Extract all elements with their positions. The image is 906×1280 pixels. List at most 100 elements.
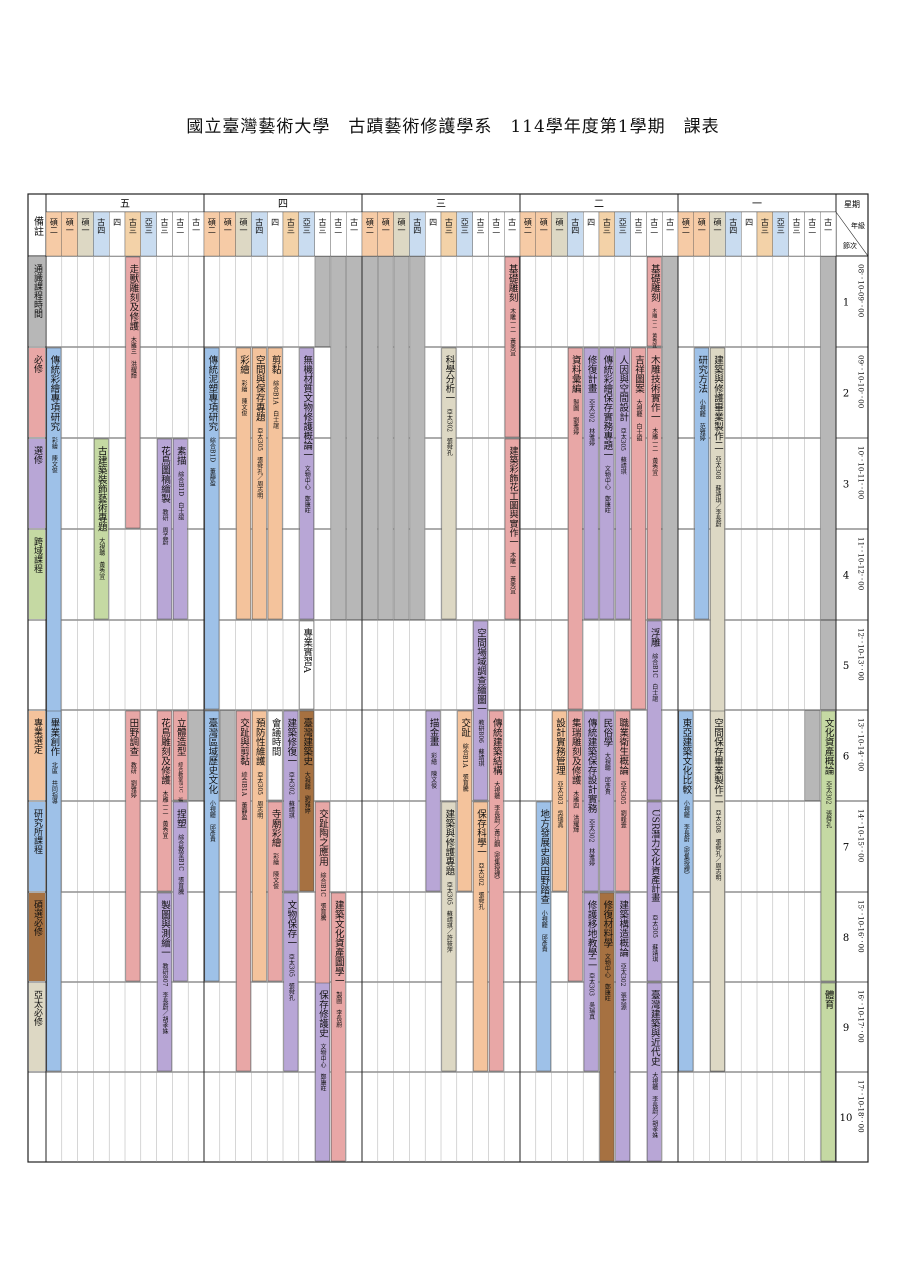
course-block[interactable] (473, 801, 488, 1072)
course-block[interactable] (425, 710, 441, 892)
day-header: 二 (594, 199, 604, 210)
course-block[interactable] (488, 710, 504, 1072)
course-title: 建築文化資產圖學一 (333, 899, 345, 985)
column-header-label: 古一 (824, 217, 833, 234)
course-title: 地方發展史與田野踏查 (538, 808, 550, 904)
course-title: 體育 (823, 989, 835, 1010)
course-info: 亞太308 張舜孔／周志明 (714, 810, 721, 883)
course-block[interactable] (267, 347, 283, 620)
course-block[interactable] (172, 710, 188, 801)
course-block[interactable] (283, 892, 299, 1072)
column-header-label: 碩一 (223, 218, 232, 234)
course-block[interactable] (820, 710, 836, 982)
course-block[interactable] (172, 438, 188, 620)
course-info: 亞太303 吳瑞真 (556, 781, 563, 830)
course-block[interactable] (125, 256, 141, 529)
course-info: 小視聽 邱彥貴 (540, 909, 547, 953)
course-block[interactable] (536, 801, 552, 1072)
course-block[interactable] (457, 710, 473, 892)
course-block[interactable] (504, 256, 520, 438)
column-header-label: 古四 (255, 217, 264, 234)
note-header: 備註 (32, 215, 44, 237)
column-header-label: 古一 (350, 217, 359, 234)
course-title: 捏塑 (175, 808, 187, 828)
course-block[interactable] (251, 347, 267, 620)
course-title: 文物保存一 (285, 899, 297, 947)
course-block[interactable] (172, 801, 188, 982)
course-block[interactable] (599, 710, 615, 892)
course-block[interactable] (330, 892, 346, 1162)
column-header-label: 碩二 (681, 218, 690, 234)
course-info: 亞太302 張舜孔 (477, 863, 484, 912)
course-block[interactable] (631, 347, 646, 710)
course-block[interactable] (204, 347, 220, 710)
course-info: 亞太302 張舜孔 (445, 409, 452, 458)
course-title: 東亞建築文化比較 (680, 717, 692, 795)
course-block[interactable] (283, 710, 299, 892)
course-block[interactable] (615, 892, 631, 1162)
course-block[interactable] (583, 710, 599, 892)
course-block[interactable] (267, 801, 283, 982)
column-header-label: 古四 (97, 217, 106, 234)
course-block[interactable] (157, 892, 172, 1072)
course-title: 吉祥圖案 (633, 355, 645, 394)
course-block[interactable] (646, 256, 662, 347)
course-block[interactable] (615, 347, 631, 620)
column-header-label: 亞三 (618, 218, 627, 234)
course-block[interactable] (441, 801, 457, 1072)
period-header: 節次 (843, 241, 857, 250)
general-ed-block (662, 256, 678, 620)
course-block[interactable] (615, 710, 631, 892)
course-block[interactable] (646, 620, 662, 801)
course-block[interactable] (583, 892, 599, 1072)
course-block[interactable] (694, 347, 710, 620)
course-block[interactable] (236, 347, 251, 620)
column-header-label: 古四 (571, 217, 580, 234)
course-block[interactable] (204, 710, 220, 982)
column-header-label: 四 (587, 218, 596, 226)
course-block[interactable] (473, 620, 488, 801)
column-header-label: 亞三 (460, 218, 469, 234)
course-block[interactable] (299, 620, 315, 710)
course-title: 傳統建築結構 (491, 717, 503, 776)
column-header-label: 古三 (760, 217, 769, 234)
course-title: 浮雕 (649, 627, 661, 648)
general-ed-block (820, 256, 836, 620)
course-block[interactable] (157, 438, 172, 620)
course-block[interactable] (251, 710, 267, 982)
course-block[interactable] (599, 892, 615, 1162)
course-info: 大視聽 邱彥貴 (603, 752, 610, 796)
course-block[interactable] (646, 982, 662, 1162)
course-block[interactable] (646, 801, 662, 982)
course-info: 彩繪 陳文俊 (272, 852, 279, 890)
course-block[interactable] (441, 347, 457, 620)
course-block[interactable] (710, 710, 725, 1072)
course-block[interactable] (567, 710, 583, 982)
course-block[interactable] (299, 347, 315, 620)
course-block[interactable] (157, 710, 172, 892)
course-block[interactable] (552, 710, 567, 892)
column-header-label: 古二 (492, 217, 501, 234)
course-block[interactable] (236, 710, 251, 1072)
course-block[interactable] (504, 438, 520, 620)
legend-swatch (29, 348, 45, 437)
course-block[interactable] (267, 710, 283, 801)
course-block[interactable] (299, 710, 315, 892)
course-info: 大視聽 黃秀宜 (98, 537, 105, 580)
course-block[interactable] (820, 982, 836, 1162)
course-info: 教研 周孟蔚 (161, 508, 168, 546)
course-block[interactable] (646, 347, 662, 620)
course-title: 建築與修護專題 (443, 808, 455, 876)
course-info: 亞太302 張志源 (619, 963, 626, 1012)
course-block[interactable] (125, 710, 141, 982)
course-block[interactable] (315, 982, 330, 1162)
course-block[interactable] (567, 347, 583, 710)
course-block[interactable] (599, 347, 615, 620)
course-block[interactable] (93, 438, 109, 620)
course-info: 小視聽 李長蔚（密集授課） (682, 799, 689, 878)
course-block[interactable] (583, 347, 599, 620)
course-block[interactable] (678, 710, 694, 1072)
course-block[interactable] (46, 710, 62, 1072)
legend-swatch (29, 893, 45, 981)
course-info: 製圖 李長蔚 (335, 991, 342, 1029)
